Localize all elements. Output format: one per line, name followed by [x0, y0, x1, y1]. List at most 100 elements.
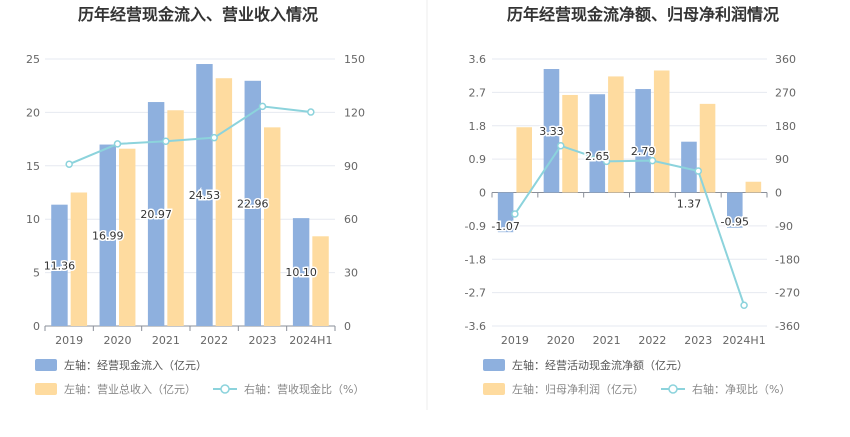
x-axis-tick: 2024H1 [722, 334, 765, 347]
legend-swatch-primary [35, 359, 57, 371]
bar-primary [681, 141, 697, 193]
bar-secondary [312, 236, 329, 326]
bar-primary [543, 69, 560, 193]
bar-primary [99, 144, 116, 326]
x-axis-tick: 2024H1 [289, 334, 332, 347]
x-axis-tick: 2021 [152, 334, 180, 347]
right-axis-tick: 90 [775, 153, 789, 166]
right-axis-tick: 270 [775, 86, 796, 99]
bar-data-label: 11.36 [44, 259, 76, 272]
ratio-point [557, 142, 565, 150]
right-chart: 历年经营现金流净额、归母净利润情况 -3.6 -2.7 -1.8 -0.9 0 0.9 1.8… [465, 5, 800, 396]
right-axis-tick: 0 [775, 187, 782, 200]
x-axis-tick: 2023 [249, 334, 277, 347]
bar-data-label: 20.97 [140, 208, 172, 221]
bar-primary [244, 80, 261, 326]
left-axis-tick: -3.6 [465, 320, 486, 333]
ratio-point [307, 108, 315, 116]
bar-data-label: 3.33 [539, 125, 564, 138]
ratio-point [65, 160, 73, 168]
bar-secondary [70, 192, 88, 326]
ratio-point [113, 140, 122, 148]
legend-swatch-secondary [35, 383, 57, 395]
bar-secondary [699, 103, 716, 193]
left-axis-tick: 25 [26, 53, 40, 66]
bar-primary [727, 192, 743, 228]
x-axis-tick: 2019 [55, 334, 83, 347]
x-axis-tick: 2021 [593, 334, 621, 347]
right-axis-tick: 0 [344, 320, 351, 333]
bar-primary [147, 102, 165, 326]
left-axis-tick: 1.8 [469, 120, 487, 133]
bar-primary [635, 89, 651, 193]
bar-secondary [608, 76, 624, 193]
bar-data-label: -0.95 [721, 216, 749, 229]
x-axis-tick: 2022 [638, 334, 666, 347]
right-axis-tick: 360 [775, 53, 796, 66]
bar-secondary [562, 94, 578, 193]
bar-secondary [119, 148, 136, 326]
bar-secondary [745, 181, 762, 193]
bar-primary [589, 94, 606, 193]
legend-line-marker [220, 384, 230, 394]
left-axis-tick: 2.7 [469, 86, 487, 99]
bar-data-label: 2.79 [631, 145, 656, 158]
bar-primary [292, 218, 310, 326]
legend-swatch-primary [483, 359, 505, 371]
bar-data-label: 2.65 [585, 150, 610, 163]
left-axis-tick: 0 [33, 320, 40, 333]
right-axis-tick: -270 [775, 287, 800, 300]
legend-label: 右轴：净现比（%） [692, 382, 790, 396]
bar-secondary [167, 110, 184, 326]
chart-title: 历年经营现金流入、营业收入情况 [78, 5, 318, 24]
right-axis-tick: -360 [775, 320, 800, 333]
bar-data-label: -1.07 [491, 220, 519, 233]
legend-line-marker [668, 384, 678, 394]
ratio-point [648, 156, 657, 165]
left-axis-tick: 0 [479, 187, 486, 200]
x-axis-tick: 2020 [104, 334, 132, 347]
legend-swatch-secondary [483, 383, 505, 395]
x-axis-tick: 2022 [200, 334, 228, 347]
left-axis-tick: 20 [26, 106, 40, 119]
right-axis-tick: 90 [344, 160, 358, 173]
ratio-point [740, 301, 748, 309]
ratio-point [162, 137, 170, 145]
ratio-line [68, 105, 311, 166]
legend-label: 右轴：营收现金比（%） [244, 382, 364, 396]
bar-data-label: 22.96 [237, 197, 269, 210]
left-axis-tick: 3.6 [469, 53, 487, 66]
bar-secondary [264, 127, 281, 327]
bar-primary [51, 204, 68, 326]
bar-data-label: 10.10 [285, 266, 317, 279]
ratio-point [210, 133, 218, 142]
ratio-point [511, 210, 519, 218]
ratio-line [514, 144, 746, 306]
left-axis-tick: 5 [33, 267, 40, 280]
left-axis-tick: -0.9 [465, 220, 486, 233]
ratio-point [602, 157, 611, 166]
bar-secondary [215, 78, 233, 326]
legend-label: 左轴：营业总收入（亿元） [64, 382, 196, 396]
bar-primary [196, 64, 213, 327]
legend-label: 左轴：经营活动现金流净额（亿元） [512, 358, 688, 372]
bar-data-label: 16.99 [92, 229, 124, 242]
bar-primary [497, 192, 514, 233]
right-axis-tick: 180 [775, 120, 796, 133]
bar-secondary [653, 70, 670, 193]
right-axis-tick: -90 [775, 220, 793, 233]
left-axis-tick: -1.8 [465, 253, 486, 266]
bar-data-label: 24.53 [189, 189, 221, 202]
bar-data-label: 1.37 [677, 198, 702, 211]
left-axis-tick: 15 [26, 160, 40, 173]
right-axis-tick: 60 [344, 213, 358, 226]
ratio-point [258, 102, 267, 111]
x-axis-tick: 2019 [501, 334, 529, 347]
left-axis-tick: 10 [26, 213, 40, 226]
bar-secondary [516, 127, 532, 193]
right-axis-tick: 120 [344, 106, 365, 119]
right-axis-tick: 150 [344, 53, 365, 66]
legend-label: 左轴：归母净利润（亿元） [512, 382, 644, 396]
